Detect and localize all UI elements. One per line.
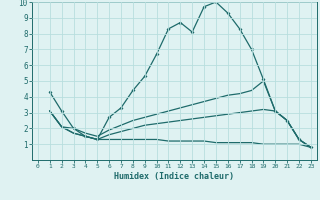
X-axis label: Humidex (Indice chaleur): Humidex (Indice chaleur) xyxy=(115,172,234,181)
